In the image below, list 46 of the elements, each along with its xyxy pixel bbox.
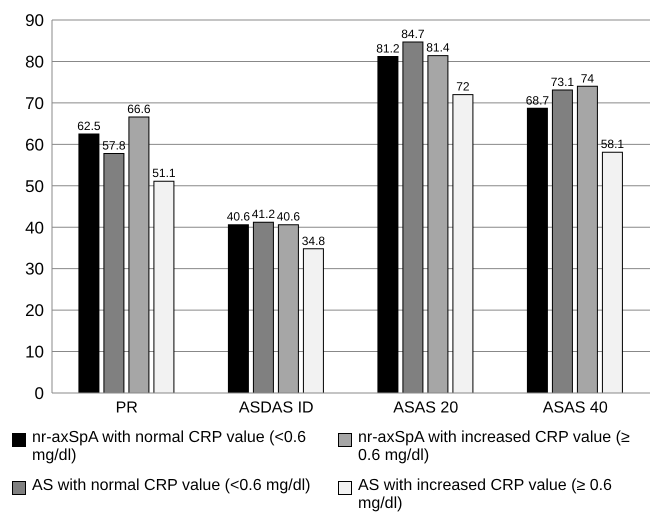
y-tick-label: 10 bbox=[25, 342, 44, 362]
bar bbox=[128, 116, 150, 393]
y-tick-label: 40 bbox=[25, 218, 44, 238]
bar bbox=[377, 56, 398, 393]
x-tick-label: PR bbox=[116, 399, 138, 416]
bar bbox=[576, 86, 598, 393]
bar bbox=[452, 94, 474, 393]
y-tick-label: 60 bbox=[25, 135, 44, 154]
bar bbox=[278, 224, 299, 393]
bar bbox=[526, 108, 548, 393]
bar bbox=[602, 152, 623, 393]
bar bbox=[228, 224, 249, 393]
bar bbox=[153, 180, 174, 393]
y-tick-label: 0 bbox=[34, 384, 44, 404]
data-label: 40.6 bbox=[276, 210, 300, 224]
data-label: 62.5 bbox=[77, 118, 101, 133]
data-label: 72 bbox=[456, 80, 470, 94]
data-label: 81.2 bbox=[376, 41, 400, 56]
x-tick-label: ASAS 20 bbox=[393, 399, 458, 416]
data-label: 74 bbox=[580, 71, 594, 86]
data-label: 81.4 bbox=[426, 40, 450, 55]
data-label: 51.1 bbox=[152, 166, 176, 180]
legend-label: AS with increased CRP value (≥ 0.6 mg/dl) bbox=[358, 477, 613, 513]
y-tick-label: 80 bbox=[25, 52, 44, 72]
y-tick-label: 20 bbox=[25, 301, 44, 320]
legend-label: nr-axSpA with normal CRP value (<0.6 mg/dl) bbox=[32, 429, 308, 465]
data-label: 66.6 bbox=[127, 102, 151, 116]
y-tick-label: 70 bbox=[25, 94, 44, 113]
data-label: 84.7 bbox=[401, 26, 425, 41]
y-tick-label: 90 bbox=[25, 11, 44, 30]
data-label: 41.2 bbox=[252, 207, 276, 222]
data-label: 73.1 bbox=[550, 75, 574, 90]
bar bbox=[302, 248, 324, 393]
data-label: 68.7 bbox=[526, 93, 550, 108]
x-tick-label: ASAS 40 bbox=[542, 399, 608, 416]
x-tick-label: ASDAS ID bbox=[238, 399, 314, 416]
data-label: 58.1 bbox=[600, 137, 624, 152]
data-label: 57.8 bbox=[102, 138, 126, 152]
data-label: 34.8 bbox=[302, 234, 326, 248]
data-label: 40.6 bbox=[226, 210, 250, 224]
bar bbox=[427, 55, 448, 393]
y-tick-label: 50 bbox=[25, 176, 44, 196]
legend-label: AS with normal CRP value (<0.6 mg/dl) bbox=[32, 477, 310, 495]
bar bbox=[78, 133, 100, 393]
y-tick-label: 30 bbox=[25, 260, 44, 279]
legend-label: nr-axSpA with increased CRP value (≥ 0.6 mg/dl) bbox=[358, 429, 631, 465]
